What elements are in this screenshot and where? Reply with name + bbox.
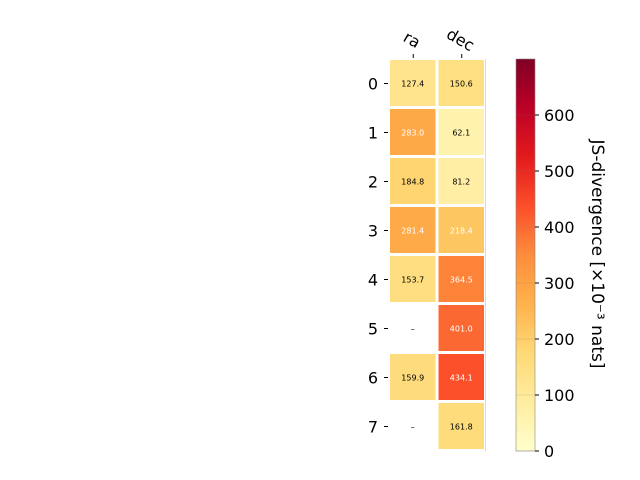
colorbar-label: JS-divergence [×10⁻³ nats] <box>587 139 607 369</box>
cell-label: 127.4 <box>401 80 424 89</box>
heatmap-cell <box>390 158 436 204</box>
colorbar-tick-label: 600 <box>544 106 575 125</box>
cell-label: 283.0 <box>401 129 424 138</box>
colorbar-tick-label: 0 <box>544 442 554 461</box>
heatmap-cell <box>438 158 484 204</box>
colorbar-tick-label: 500 <box>544 162 575 181</box>
colorbar-tick-label: 400 <box>544 218 575 237</box>
cell-label: 62.1 <box>452 129 470 138</box>
colorbar-tick-label: 100 <box>544 386 575 405</box>
heatmap-cell <box>438 305 484 351</box>
y-tick-label: 2 <box>368 173 378 192</box>
cell-label: – <box>411 325 415 334</box>
heatmap-cell <box>390 109 436 155</box>
heatmap-cell <box>438 256 484 302</box>
cell-label: 434.1 <box>450 374 473 383</box>
cell-label: 218.4 <box>450 227 473 236</box>
heatmap-cell <box>390 207 436 253</box>
x-tick-label: ra <box>400 27 424 52</box>
y-tick-label: 3 <box>368 222 378 241</box>
heatmap-cell <box>390 354 436 400</box>
heatmap-cell <box>438 109 484 155</box>
cell-label: 364.5 <box>450 276 473 285</box>
y-tick-label: 1 <box>368 124 378 143</box>
heatmap-cell <box>438 207 484 253</box>
cell-label: 159.9 <box>401 374 424 383</box>
cell-label: 81.2 <box>452 178 470 187</box>
cell-label: 150.6 <box>450 80 473 89</box>
heatmap-cell <box>390 256 436 302</box>
cell-label: 281.4 <box>401 227 424 236</box>
cell-label: 161.8 <box>450 423 473 432</box>
cell-label: – <box>411 423 415 432</box>
colorbar-tick-label: 300 <box>544 274 575 293</box>
y-tick-label: 7 <box>368 418 378 437</box>
heatmap-cell <box>390 60 436 106</box>
cell-label: 184.8 <box>401 178 424 187</box>
y-tick-label: 4 <box>368 271 378 290</box>
cell-label: 153.7 <box>401 276 424 285</box>
y-tick-label: 5 <box>368 320 378 339</box>
x-tick-label: dec <box>443 24 477 55</box>
heatmap-cell <box>438 60 484 106</box>
y-tick-label: 6 <box>368 369 378 388</box>
y-tick-label: 0 <box>368 75 378 94</box>
cell-label: 401.0 <box>450 325 473 334</box>
heatmap-cell <box>438 403 484 449</box>
colorbar <box>515 58 536 452</box>
heatmap-cell <box>438 354 484 400</box>
colorbar-tick-label: 200 <box>544 330 575 349</box>
